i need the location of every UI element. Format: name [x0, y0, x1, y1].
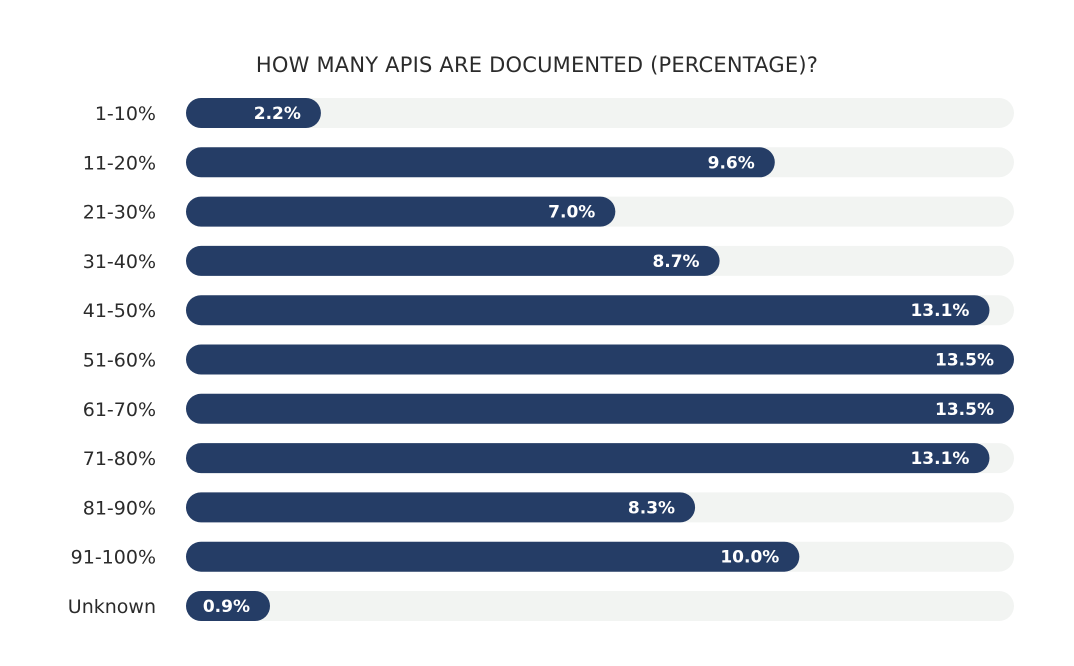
bar-row: Unknown 0.9% — [68, 591, 1014, 621]
value-label: 0.9% — [203, 597, 250, 617]
bar-row: 41-50% 13.1% — [83, 295, 1014, 326]
value-label: 7.0% — [548, 203, 595, 223]
bar-track — [186, 591, 1014, 621]
bar — [186, 591, 270, 621]
bar — [186, 295, 990, 326]
category-label: 31-40% — [83, 251, 156, 273]
value-label: 9.6% — [708, 153, 755, 173]
value-label: 13.1% — [910, 449, 969, 469]
category-label: 1-10% — [95, 103, 156, 125]
category-label: 41-50% — [83, 300, 156, 322]
bar — [186, 541, 800, 572]
bar — [186, 245, 720, 276]
bar — [186, 344, 1014, 375]
chart-title: HOW MANY APIS ARE DOCUMENTED (PERCENTAGE… — [256, 53, 818, 77]
value-label: 8.7% — [652, 252, 699, 272]
bar — [186, 98, 321, 128]
bar — [186, 443, 990, 474]
bar-row: 1-10% 2.2% — [95, 98, 1014, 128]
category-label: 91-100% — [71, 547, 156, 569]
bar-row: 51-60% 13.5% — [83, 344, 1014, 375]
bar — [186, 492, 696, 523]
bar — [186, 147, 775, 178]
bar-row: 61-70% 13.5% — [83, 393, 1014, 424]
category-label: 61-70% — [83, 399, 156, 421]
bars-layer: 1-10% 2.2% 11-20% 9.6% 21-30% 7.0% 31-40% 8.7% 4… — [68, 98, 1014, 621]
category-label: 81-90% — [83, 497, 156, 519]
bar-row: 11-20% 9.6% — [83, 147, 1014, 178]
value-label: 13.5% — [935, 351, 994, 371]
category-label: Unknown — [68, 596, 156, 618]
bar — [186, 196, 616, 227]
value-label: 13.1% — [910, 301, 969, 321]
bar-track — [186, 98, 1014, 128]
value-label: 10.0% — [720, 548, 779, 568]
bar-row: 91-100% 10.0% — [71, 541, 1014, 572]
bar — [186, 393, 1014, 424]
bar-row: 71-80% 13.1% — [83, 443, 1014, 474]
value-label: 8.3% — [628, 498, 675, 518]
value-label: 2.2% — [254, 104, 301, 124]
category-label: 51-60% — [83, 350, 156, 372]
category-label: 21-30% — [83, 202, 156, 224]
value-label: 13.5% — [935, 400, 994, 420]
category-label: 11-20% — [83, 152, 156, 174]
bar-row: 21-30% 7.0% — [83, 196, 1014, 227]
bar-row: 31-40% 8.7% — [83, 245, 1014, 276]
category-label: 71-80% — [83, 448, 156, 470]
bar-row: 81-90% 8.3% — [83, 492, 1014, 523]
